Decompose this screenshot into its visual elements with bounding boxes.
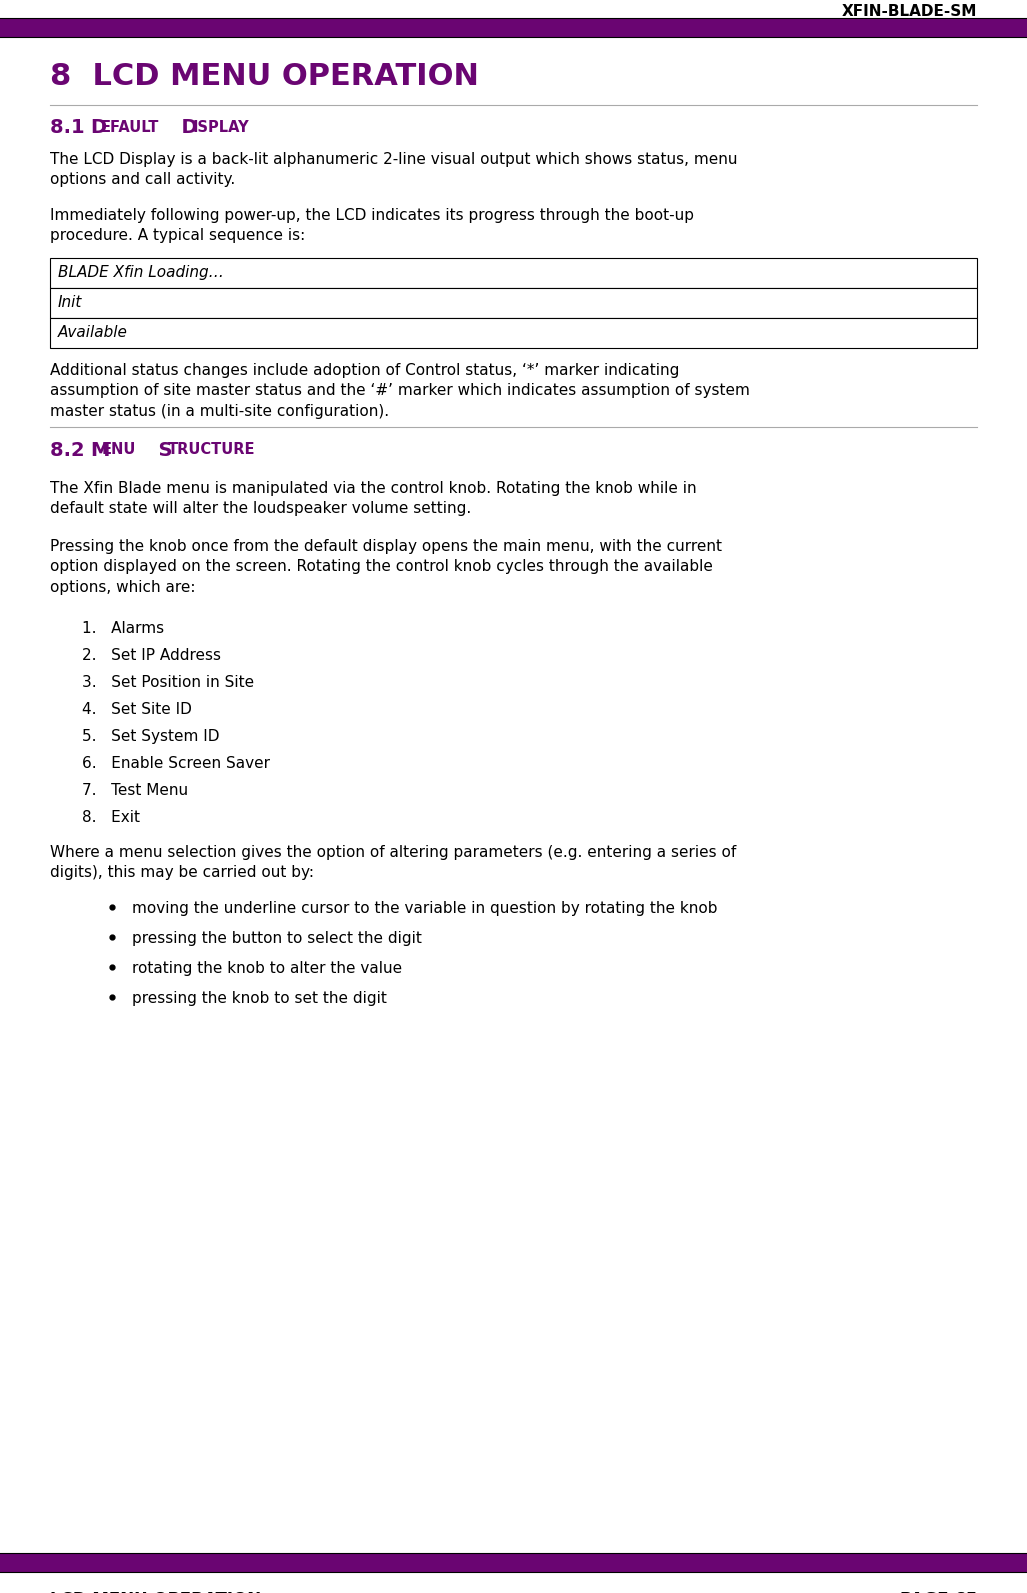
Text: Additional status changes include adoption of Control status, ‘*’ marker indicat: Additional status changes include adopti… bbox=[50, 363, 750, 419]
Text: EFAULT: EFAULT bbox=[101, 119, 159, 134]
Text: 8.   Exit: 8. Exit bbox=[82, 809, 140, 825]
Text: The Xfin Blade menu is manipulated via the control knob. Rotating the knob while: The Xfin Blade menu is manipulated via t… bbox=[50, 481, 696, 516]
Text: PAGE 65: PAGE 65 bbox=[900, 1591, 977, 1593]
Text: BLADE Xfin Loading…: BLADE Xfin Loading… bbox=[58, 264, 224, 280]
Text: 5.   Set System ID: 5. Set System ID bbox=[82, 730, 220, 744]
Text: S: S bbox=[145, 441, 173, 460]
Text: moving the underline cursor to the variable in question by rotating the knob: moving the underline cursor to the varia… bbox=[132, 902, 718, 916]
Text: TRUCTURE: TRUCTURE bbox=[168, 443, 256, 457]
Bar bbox=[50, 258, 977, 288]
Text: ENU: ENU bbox=[102, 443, 137, 457]
Text: The LCD Display is a back-lit alphanumeric 2-line visual output which shows stat: The LCD Display is a back-lit alphanumer… bbox=[50, 151, 737, 188]
Text: Init: Init bbox=[58, 295, 82, 311]
Text: rotating the knob to alter the value: rotating the knob to alter the value bbox=[132, 961, 403, 977]
Text: XFIN-BLADE-SM: XFIN-BLADE-SM bbox=[841, 5, 977, 19]
Text: D: D bbox=[90, 118, 106, 137]
Bar bbox=[50, 288, 977, 319]
Text: Immediately following power-up, the LCD indicates its progress through the boot-: Immediately following power-up, the LCD … bbox=[50, 209, 694, 244]
Text: 8  LCD MENU OPERATION: 8 LCD MENU OPERATION bbox=[50, 62, 479, 91]
Bar bbox=[50, 319, 977, 347]
Bar bbox=[0, 1553, 1027, 1572]
Text: LCD MENU OPERATION: LCD MENU OPERATION bbox=[50, 1591, 261, 1593]
Text: 1.   Alarms: 1. Alarms bbox=[82, 621, 164, 636]
Text: 6.   Enable Screen Saver: 6. Enable Screen Saver bbox=[82, 757, 270, 771]
Text: D: D bbox=[168, 118, 197, 137]
Text: 4.   Set Site ID: 4. Set Site ID bbox=[82, 703, 192, 717]
Text: M: M bbox=[90, 441, 109, 460]
Text: 8.2: 8.2 bbox=[50, 441, 99, 460]
Text: ISPLAY: ISPLAY bbox=[193, 119, 250, 134]
Text: pressing the button to select the digit: pressing the button to select the digit bbox=[132, 930, 422, 946]
Text: 3.   Set Position in Site: 3. Set Position in Site bbox=[82, 675, 254, 690]
Text: Where a menu selection gives the option of altering parameters (e.g. entering a : Where a menu selection gives the option … bbox=[50, 844, 736, 881]
Text: 2.   Set IP Address: 2. Set IP Address bbox=[82, 648, 221, 663]
Text: pressing the knob to set the digit: pressing the knob to set the digit bbox=[132, 991, 387, 1007]
Bar bbox=[0, 18, 1027, 37]
Text: Pressing the knob once from the default display opens the main menu, with the cu: Pressing the knob once from the default … bbox=[50, 538, 722, 594]
Text: 7.   Test Menu: 7. Test Menu bbox=[82, 784, 188, 798]
Text: 8.1: 8.1 bbox=[50, 118, 99, 137]
Text: Available: Available bbox=[58, 325, 128, 339]
